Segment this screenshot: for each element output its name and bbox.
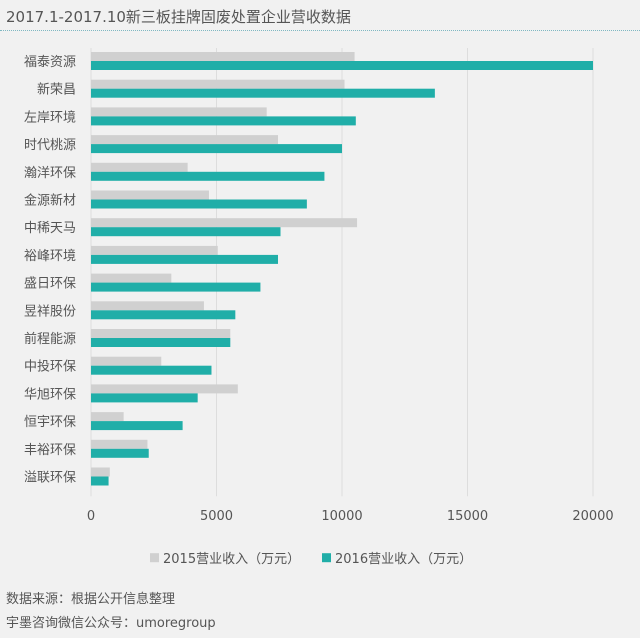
bar-2015 bbox=[91, 439, 148, 449]
bar-2015 bbox=[91, 301, 204, 311]
category-label: 丰裕环保 bbox=[24, 443, 76, 458]
bar-chart: 0 5000 10000 15000 20000 福泰资源新荣昌左岸环境时代桃源瀚洋环保金… bbox=[24, 48, 614, 567]
category-label: 华旭环保 bbox=[24, 387, 76, 402]
category-label: 前程能源 bbox=[24, 331, 76, 347]
bar-2016 bbox=[91, 254, 278, 264]
bar-2015 bbox=[91, 273, 172, 283]
bar-2015 bbox=[91, 52, 355, 61]
bar-2016 bbox=[91, 116, 356, 126]
bar-2016 bbox=[91, 88, 435, 98]
bar-2015 bbox=[91, 467, 110, 477]
bar-2015 bbox=[91, 356, 162, 366]
bar-2015 bbox=[91, 107, 267, 117]
chart-title: 2017.1-2017.10新三板挂牌固废处置企业营收数据 bbox=[6, 8, 351, 26]
bar-2015 bbox=[91, 412, 124, 422]
category-label: 裕峰环境 bbox=[24, 249, 76, 264]
bar-2016 bbox=[91, 338, 231, 347]
bar-2015 bbox=[91, 329, 231, 338]
category-label: 新荣昌 bbox=[37, 82, 76, 98]
legend-swatch bbox=[150, 553, 159, 563]
category-label: 溢联环保 bbox=[24, 471, 76, 486]
wechat-note: 宇墨咨询微信公众号：umoregroup bbox=[6, 616, 216, 631]
category-label: 福泰资源 bbox=[24, 55, 76, 70]
bar-2016 bbox=[91, 393, 198, 403]
bar-2015 bbox=[91, 79, 345, 89]
bar-2016 bbox=[91, 421, 183, 431]
x-tick-label: 0 bbox=[87, 509, 95, 524]
title-divider bbox=[0, 30, 640, 31]
category-label: 盛日环保 bbox=[24, 277, 76, 292]
bar-2016 bbox=[91, 310, 236, 320]
category-label: 时代桃源 bbox=[24, 138, 76, 153]
category-label: 瀚洋环保 bbox=[24, 166, 76, 181]
x-tick-label: 20000 bbox=[572, 509, 613, 524]
x-tick-label: 15000 bbox=[447, 509, 488, 524]
bar-2016 bbox=[91, 476, 109, 486]
bar-2016 bbox=[91, 199, 307, 209]
bar-2016 bbox=[91, 365, 212, 375]
bar-2015 bbox=[91, 190, 209, 200]
bar-2015 bbox=[91, 162, 188, 172]
bar-2016 bbox=[91, 61, 593, 70]
bar-2015 bbox=[91, 384, 238, 394]
category-label: 恒宇环保 bbox=[24, 415, 76, 430]
bar-2015 bbox=[91, 135, 278, 145]
legend-label: 2015营业收入（万元） bbox=[163, 552, 300, 567]
bar-2016 bbox=[91, 227, 281, 237]
legend-label: 2016营业收入（万元） bbox=[335, 552, 472, 567]
category-label: 昱祥股份 bbox=[24, 304, 76, 319]
bar-2015 bbox=[91, 218, 358, 228]
bar-2016 bbox=[91, 448, 149, 458]
bar-2016 bbox=[91, 282, 261, 292]
bar-2016 bbox=[91, 144, 342, 154]
x-tick-label: 5000 bbox=[200, 509, 233, 524]
category-label: 中投环保 bbox=[24, 359, 76, 375]
source-note: 数据来源：根据公开信息整理 bbox=[6, 592, 176, 607]
category-label: 金源新材 bbox=[24, 193, 76, 209]
category-label: 中稀天马 bbox=[24, 221, 76, 236]
bar-2015 bbox=[91, 245, 218, 255]
bar-2016 bbox=[91, 171, 325, 181]
legend-swatch bbox=[322, 553, 331, 563]
x-tick-label: 10000 bbox=[321, 509, 362, 524]
category-label: 左岸环境 bbox=[24, 110, 76, 125]
